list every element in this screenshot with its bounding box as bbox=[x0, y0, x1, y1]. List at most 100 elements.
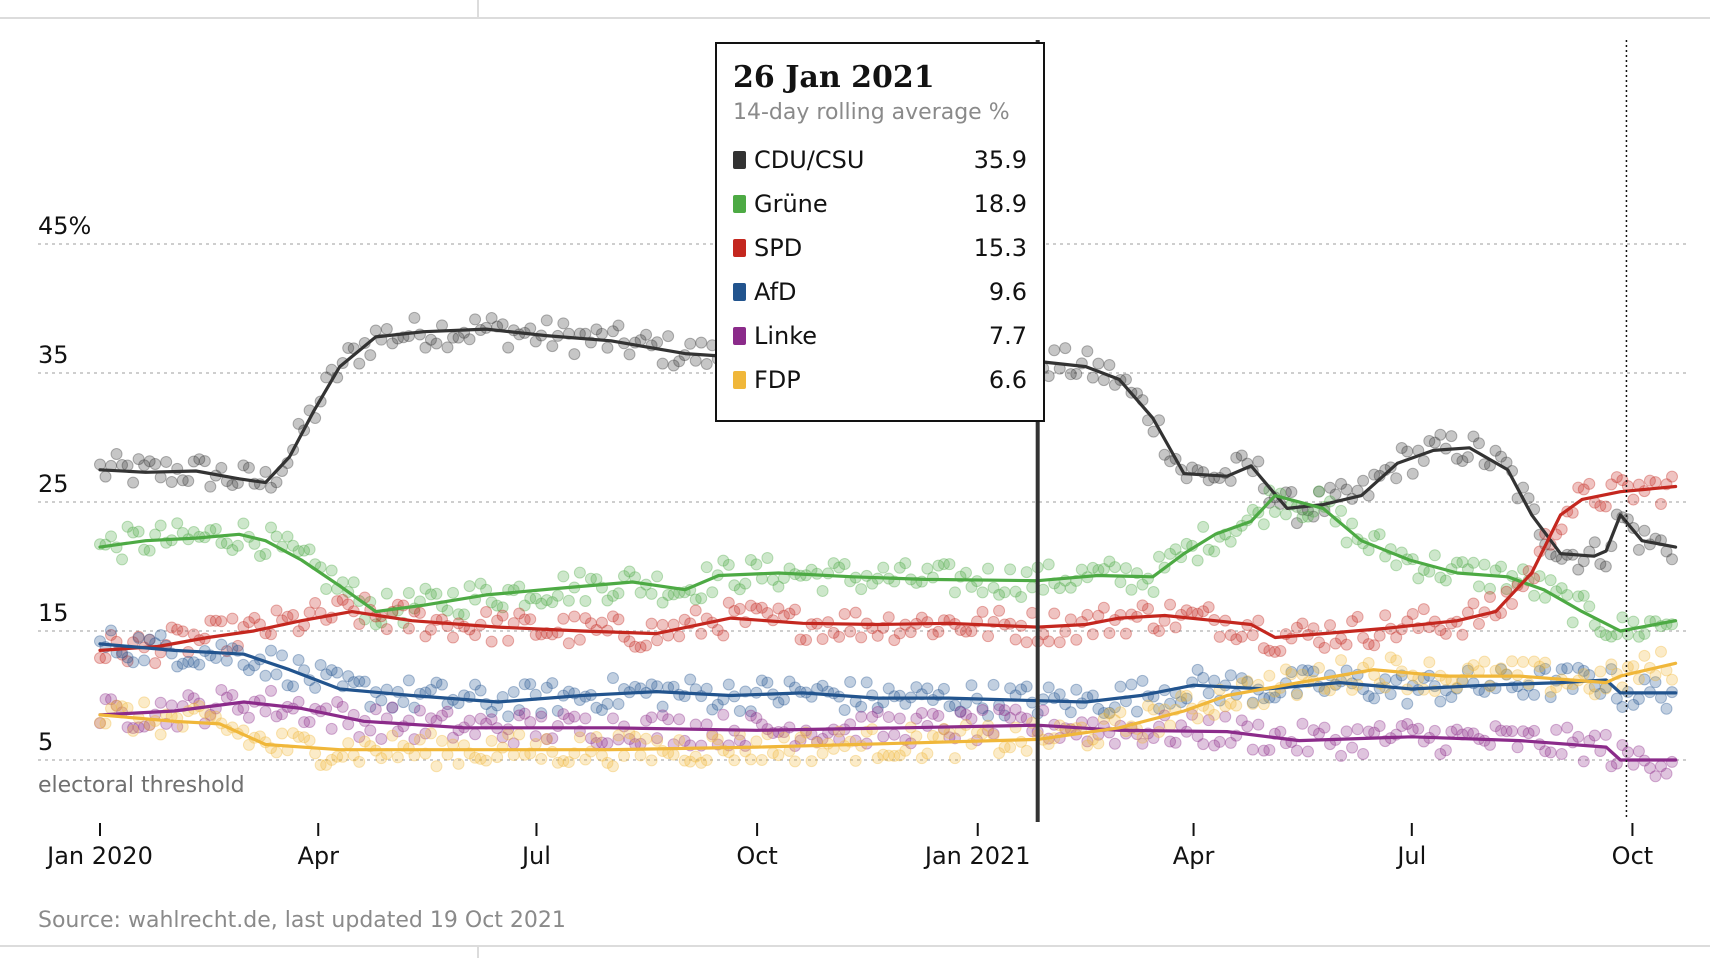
tooltip-row-linke: Linke 7.7 bbox=[733, 314, 1027, 358]
poll-dot bbox=[601, 756, 614, 769]
poll-dot bbox=[463, 714, 476, 727]
poll-dot bbox=[391, 725, 404, 738]
poll-dot bbox=[1219, 700, 1232, 713]
poll-dot bbox=[138, 720, 151, 733]
poll-dot bbox=[408, 311, 421, 324]
poll-dot bbox=[1136, 599, 1149, 612]
hover-tooltip: 26 Jan 2021 14-day rolling average % CDU… bbox=[715, 42, 1045, 422]
poll-dot bbox=[110, 699, 123, 712]
poll-dot bbox=[419, 727, 432, 740]
poll-dot bbox=[342, 342, 355, 355]
poll-dot bbox=[270, 746, 283, 759]
poll-dot bbox=[932, 625, 945, 638]
poll-dot bbox=[976, 702, 989, 715]
poll-dot bbox=[1164, 598, 1177, 611]
poll-dot bbox=[546, 745, 559, 758]
poll-dot bbox=[623, 565, 636, 578]
poll-dot bbox=[143, 633, 156, 646]
poll-dot bbox=[292, 653, 305, 666]
poll-dot bbox=[788, 603, 801, 616]
poll-dot bbox=[1445, 430, 1458, 443]
poll-dot bbox=[656, 618, 669, 631]
poll-dot bbox=[419, 341, 432, 354]
poll-dot bbox=[943, 700, 956, 713]
poll-dot bbox=[1307, 510, 1320, 523]
poll-dot bbox=[287, 727, 300, 740]
poll-dot bbox=[1539, 662, 1552, 675]
poll-dot bbox=[1561, 662, 1574, 675]
poll-dot bbox=[1312, 485, 1325, 498]
poll-dot bbox=[1114, 680, 1127, 693]
poll-dot bbox=[1599, 728, 1612, 741]
tooltip-party-value: 7.7 bbox=[988, 322, 1027, 350]
poll-dot bbox=[656, 709, 669, 722]
poll-dot bbox=[893, 561, 906, 574]
poll-dot bbox=[651, 570, 664, 583]
poll-dot bbox=[1224, 535, 1237, 548]
poll-dot bbox=[733, 705, 746, 718]
poll-dot bbox=[987, 678, 1000, 691]
poll-dot bbox=[237, 459, 250, 472]
poll-dot bbox=[215, 461, 228, 474]
poll-dot bbox=[204, 708, 217, 721]
poll-dot bbox=[1257, 692, 1270, 705]
poll-dot bbox=[1296, 717, 1309, 730]
poll-dot bbox=[1208, 708, 1221, 721]
poll-dot bbox=[772, 580, 785, 593]
poll-dot bbox=[1279, 508, 1292, 521]
poll-dot bbox=[132, 630, 145, 643]
poll-dot bbox=[1202, 543, 1215, 556]
poll-dot bbox=[1340, 483, 1353, 496]
poll-dot bbox=[800, 634, 813, 647]
poll-dot bbox=[331, 750, 344, 763]
poll-dot bbox=[932, 559, 945, 572]
poll-dot bbox=[1362, 690, 1375, 703]
gridlines bbox=[38, 243, 1688, 761]
poll-dot bbox=[993, 747, 1006, 760]
poll-dot bbox=[590, 730, 603, 743]
poll-dot bbox=[419, 630, 432, 643]
poll-dot bbox=[1268, 691, 1281, 704]
poll-dot bbox=[1020, 744, 1033, 757]
poll-dot bbox=[1147, 622, 1160, 635]
poll-dot bbox=[1649, 676, 1662, 689]
poll-dot bbox=[1638, 524, 1651, 537]
poll-dot bbox=[910, 681, 923, 694]
poll-dot bbox=[1307, 665, 1320, 678]
poll-dot bbox=[838, 607, 851, 620]
poll-dot bbox=[1097, 601, 1110, 614]
poll-dot bbox=[1500, 725, 1513, 738]
poll-dot bbox=[1362, 638, 1375, 651]
poll-dot bbox=[546, 340, 559, 353]
poll-dot bbox=[1097, 712, 1110, 725]
poll-dot bbox=[546, 732, 559, 745]
tooltip-party-name: AfD bbox=[754, 278, 797, 306]
poll-dot bbox=[253, 549, 266, 562]
poll-dot bbox=[336, 593, 349, 606]
poll-dot bbox=[1296, 617, 1309, 630]
poll-dot bbox=[551, 704, 564, 717]
poll-dot bbox=[1456, 556, 1469, 569]
tooltip-party-value: 15.3 bbox=[973, 234, 1027, 262]
poll-dot bbox=[1428, 436, 1441, 449]
poll-dot bbox=[882, 749, 895, 762]
poll-dot bbox=[1610, 692, 1623, 705]
poll-dot bbox=[1125, 678, 1138, 691]
poll-dot bbox=[1158, 448, 1171, 461]
poll-dot bbox=[1125, 583, 1138, 596]
poll-dot bbox=[435, 678, 448, 691]
poll-dot bbox=[1390, 559, 1403, 572]
poll-dot bbox=[1478, 558, 1491, 571]
poll-dot bbox=[1340, 725, 1353, 738]
poll-dot bbox=[711, 624, 724, 637]
poll-dot bbox=[1086, 733, 1099, 746]
poll-dot bbox=[408, 733, 421, 746]
poll-dot bbox=[937, 682, 950, 695]
poll-dot bbox=[717, 554, 730, 567]
poll-dot bbox=[358, 735, 371, 748]
poll-dot bbox=[402, 586, 415, 599]
poll-dot bbox=[1489, 720, 1502, 733]
poll-dot bbox=[1202, 687, 1215, 700]
poll-dot bbox=[1290, 687, 1303, 700]
